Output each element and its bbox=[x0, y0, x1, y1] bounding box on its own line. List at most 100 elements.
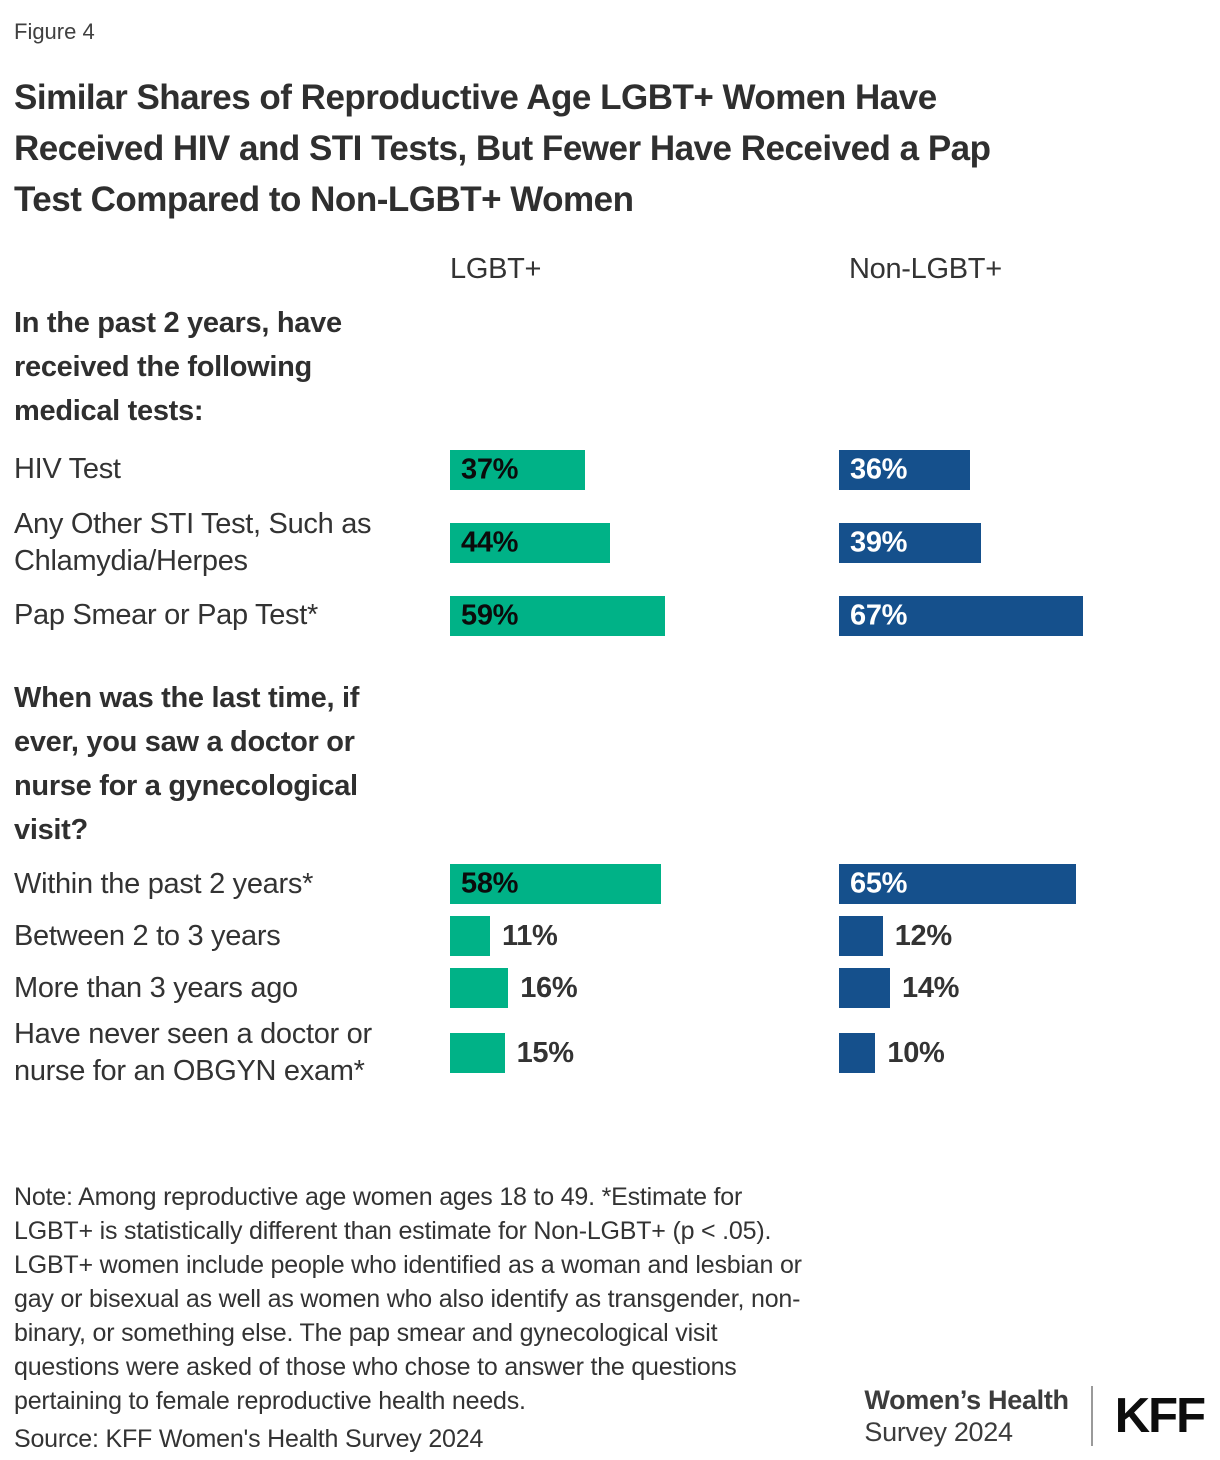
bar-value-label: 12% bbox=[894, 919, 952, 952]
footer-divider bbox=[1090, 1386, 1093, 1446]
chart-row-2-to-3-years: Between 2 to 3 years 11% 12% bbox=[14, 910, 1220, 962]
bar-cell-lgbt: 11% bbox=[450, 916, 839, 956]
row-label: Have never seen a doctor or nurse for an… bbox=[14, 1016, 450, 1090]
bar bbox=[450, 968, 509, 1008]
row-label-line: nurse for an OBGYN exam* bbox=[14, 1055, 365, 1087]
bar-cell-non-lgbt: 39% bbox=[839, 522, 1220, 563]
bar: 58% bbox=[450, 864, 662, 904]
section-header-gyn-visit: When was the last time, if ever, you saw… bbox=[14, 676, 1220, 852]
chart-row-more-than-3-years: More than 3 years ago 16% 14% bbox=[14, 962, 1220, 1014]
bar: 39% bbox=[839, 522, 981, 563]
bar bbox=[839, 916, 883, 956]
bar bbox=[450, 916, 490, 956]
chart-row-never-seen: Have never seen a doctor or nurse for an… bbox=[14, 1014, 1220, 1092]
bar-value-label: 16% bbox=[520, 971, 578, 1004]
footnote-line: LGBT+ is statistically different than es… bbox=[14, 1217, 772, 1245]
row-label-line: More than 3 years ago bbox=[14, 971, 298, 1004]
source-line: Source: KFF Women's Health Survey 2024 bbox=[14, 1425, 484, 1453]
row-label: Any Other STI Test, Such as Chlamydia/He… bbox=[14, 506, 450, 580]
footnote: Note: Among reproductive age women ages … bbox=[14, 1180, 1220, 1418]
section-rows-gyn-visit: Within the past 2 years* 58% 65% Between… bbox=[14, 858, 1220, 1092]
bar-cell-non-lgbt: 12% bbox=[839, 916, 1220, 956]
bar-cell-lgbt: 44% bbox=[450, 522, 839, 563]
row-label-line: Chlamydia/Herpes bbox=[14, 544, 248, 577]
bar-value-label: 37% bbox=[461, 453, 519, 485]
survey-program-name: Women’s Health bbox=[864, 1385, 1069, 1415]
row-label: Pap Smear or Pap Test* bbox=[14, 597, 450, 634]
bar-cell-non-lgbt: 67% bbox=[839, 595, 1220, 636]
column-header-lgbt: LGBT+ bbox=[450, 252, 542, 285]
bar: 36% bbox=[839, 449, 970, 490]
row-label: More than 3 years ago bbox=[14, 970, 450, 1007]
section-header-line: ever, you saw a doctor or bbox=[14, 726, 355, 758]
column-headers: LGBT+ Non-LGBT+ bbox=[14, 251, 1220, 287]
section-header-line: When was the last time, if bbox=[14, 682, 360, 714]
section-rows-medical-tests: HIV Test 37% 36% Any Other STI Test, Suc… bbox=[14, 433, 1220, 652]
bar-cell-non-lgbt: 65% bbox=[839, 864, 1220, 904]
row-label-line: Between 2 to 3 years bbox=[14, 919, 281, 952]
chart-row-hiv-test: HIV Test 37% 36% bbox=[14, 433, 1220, 506]
bar: 67% bbox=[839, 595, 1083, 636]
row-label-line: Within the past 2 years* bbox=[14, 867, 314, 900]
bar: 59% bbox=[450, 595, 665, 636]
chart-title: Similar Shares of Reproductive Age LGBT+… bbox=[14, 72, 1220, 225]
bar-value-label: 59% bbox=[461, 599, 519, 631]
footnote-line: Note: Among reproductive age women ages … bbox=[14, 1183, 743, 1211]
chart-title-line: Similar Shares of Reproductive Age LGBT+… bbox=[14, 78, 937, 117]
bar-cell-lgbt: 16% bbox=[450, 968, 839, 1008]
row-label: HIV Test bbox=[14, 451, 450, 488]
section-header-line: In the past 2 years, have bbox=[14, 307, 342, 339]
survey-program-year: Survey 2024 bbox=[864, 1417, 1013, 1447]
chart-row-within-2-years: Within the past 2 years* 58% 65% bbox=[14, 858, 1220, 910]
bar bbox=[839, 968, 890, 1008]
bar-value-label: 58% bbox=[461, 867, 519, 900]
bar-value-label: 10% bbox=[887, 1036, 945, 1069]
kff-logo: KFF bbox=[1114, 1389, 1206, 1443]
bar-cell-lgbt: 15% bbox=[450, 1033, 839, 1073]
bar-cell-non-lgbt: 36% bbox=[839, 449, 1220, 490]
row-label-line: Any Other STI Test, Such as bbox=[14, 507, 372, 540]
row-label: Between 2 to 3 years bbox=[14, 918, 450, 955]
footnote-line: LGBT+ women include people who identifie… bbox=[14, 1251, 802, 1279]
bar-value-label: 15% bbox=[516, 1036, 574, 1069]
section-header-line: received the following bbox=[14, 351, 312, 383]
row-label: Within the past 2 years* bbox=[14, 866, 450, 903]
footnote-line: gay or bisexual as well as women who als… bbox=[14, 1285, 801, 1313]
chart-title-line: Test Compared to Non-LGBT+ Women bbox=[14, 180, 634, 219]
section-header-medical-tests: In the past 2 years, have received the f… bbox=[14, 301, 1220, 433]
chart-row-pap-test: Pap Smear or Pap Test* 59% 67% bbox=[14, 579, 1220, 652]
row-label-line: HIV Test bbox=[14, 453, 121, 485]
bar bbox=[839, 1033, 876, 1073]
branding-footer: Women’s Health Survey 2024 KFF bbox=[864, 1384, 1206, 1448]
survey-program-label: Women’s Health Survey 2024 bbox=[864, 1384, 1069, 1448]
bar-cell-lgbt: 37% bbox=[450, 449, 839, 490]
row-label-line: Pap Smear or Pap Test* bbox=[14, 599, 318, 631]
bar bbox=[450, 1033, 505, 1073]
section-header-line: nurse for a gynecological bbox=[14, 770, 358, 802]
footnote-line: pertaining to female reproductive health… bbox=[14, 1387, 526, 1415]
chart-title-line: Received HIV and STI Tests, But Fewer Ha… bbox=[14, 129, 991, 168]
footnote-line: questions were asked of those who chose … bbox=[14, 1353, 737, 1381]
section-header-line: visit? bbox=[14, 814, 88, 846]
bar-value-label: 11% bbox=[502, 919, 558, 952]
bar-cell-non-lgbt: 10% bbox=[839, 1033, 1220, 1073]
column-header-non-lgbt: Non-LGBT+ bbox=[849, 252, 1002, 285]
figure-number-label: Figure 4 bbox=[14, 19, 95, 44]
bar-value-label: 14% bbox=[902, 971, 960, 1004]
bar-value-label: 44% bbox=[461, 526, 519, 558]
bar: 65% bbox=[839, 864, 1076, 904]
bar-value-label: 39% bbox=[850, 526, 908, 558]
bar-value-label: 67% bbox=[850, 599, 908, 631]
bar-value-label: 65% bbox=[850, 867, 908, 900]
row-label-line: Have never seen a doctor or bbox=[14, 1018, 372, 1050]
bar-value-label: 36% bbox=[850, 453, 908, 485]
bar-cell-non-lgbt: 14% bbox=[839, 968, 1220, 1008]
bar: 44% bbox=[450, 522, 611, 563]
bar-cell-lgbt: 59% bbox=[450, 595, 839, 636]
bar-cell-lgbt: 58% bbox=[450, 864, 839, 904]
chart-row-sti-test: Any Other STI Test, Such as Chlamydia/He… bbox=[14, 506, 1220, 579]
section-header-line: medical tests: bbox=[14, 395, 204, 427]
footnote-line: binary, or something else. The pap smear… bbox=[14, 1319, 718, 1347]
bar: 37% bbox=[450, 449, 585, 490]
